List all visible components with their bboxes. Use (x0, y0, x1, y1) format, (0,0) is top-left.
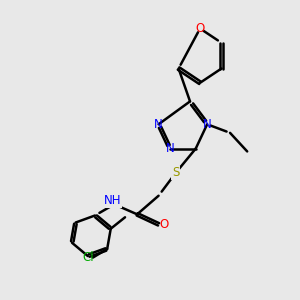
Text: N: N (203, 118, 212, 131)
Text: Cl: Cl (83, 251, 94, 264)
Text: N: N (166, 142, 174, 155)
Text: O: O (159, 218, 168, 231)
Text: NH: NH (104, 194, 122, 207)
Text: S: S (172, 167, 179, 179)
Text: O: O (195, 22, 205, 35)
Text: N: N (154, 118, 163, 131)
